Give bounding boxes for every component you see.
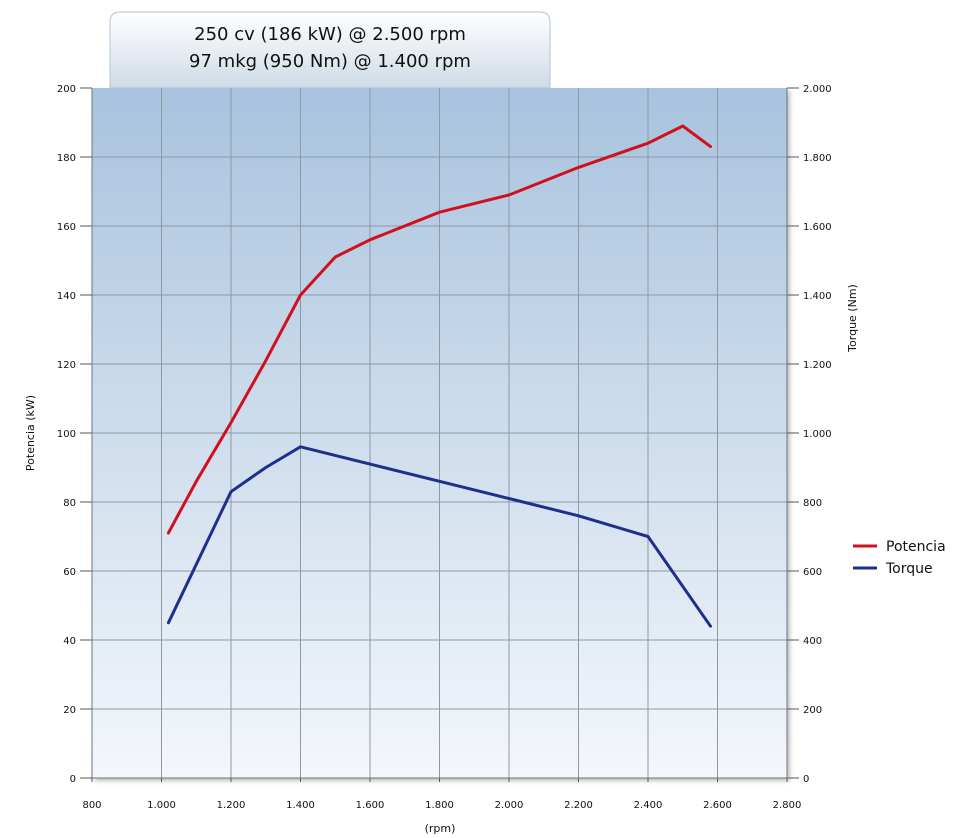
y-tick-label-left: 120: [57, 360, 76, 371]
header-box-shape: [109, 11, 551, 89]
y-tick-label-right: 1.200: [803, 360, 832, 371]
header-box: 250 cv (186 kW) @ 2.500 rpm 97 mkg (950 …: [109, 11, 551, 89]
y-tick-label-left: 200: [57, 84, 76, 95]
x-tick-label: 1.000: [147, 800, 176, 811]
x-tick-label: 1.600: [356, 800, 385, 811]
y-tick-label-right: 1.600: [803, 222, 832, 233]
x-tick-label: 2.200: [564, 800, 593, 811]
legend-label-potencia: Potencia: [886, 539, 946, 555]
y-tick-label-right: 1.000: [803, 429, 832, 440]
y-tick-label-left: 80: [63, 498, 76, 509]
y-tick-label-right: 1.800: [803, 153, 832, 164]
tick-labels: 800 1.000 1.200 1.400 1.600 1.800 2.000 2.200 2.…: [57, 84, 832, 811]
y-tick-label-right: 0: [803, 774, 809, 785]
y-axis-title-left: Potencia (kW): [24, 395, 37, 471]
y-tick-label-left: 60: [63, 567, 76, 578]
y-tick-label-left: 100: [57, 429, 76, 440]
x-tick-label: 2.600: [703, 800, 732, 811]
y-tick-label-left: 160: [57, 222, 76, 233]
legend-label-torque: Torque: [885, 561, 933, 577]
x-tick-label: 1.800: [425, 800, 454, 811]
axes: [80, 87, 799, 782]
x-tick-label: 1.400: [286, 800, 315, 811]
y-tick-label-left: 140: [57, 291, 76, 302]
legend: Potencia Torque: [853, 539, 946, 577]
y-tick-label-right: 2.000: [803, 84, 832, 95]
header-line-1: 250 cv (186 kW) @ 2.500 rpm: [194, 24, 466, 45]
y-tick-label-left: 180: [57, 153, 76, 164]
series-line-potencia: [166, 124, 712, 535]
series-line-torque: [166, 445, 712, 628]
y-tick-label-right: 800: [803, 498, 822, 509]
series-lines: [166, 124, 712, 628]
y-tick-label-right: 400: [803, 636, 822, 647]
y-tick-label-right: 200: [803, 705, 822, 716]
x-axis-title: (rpm): [425, 822, 456, 835]
x-tick-label: 800: [82, 800, 101, 811]
y-tick-label-right: 1.400: [803, 291, 832, 302]
y-axis-title-right: Torque (Nm): [846, 284, 859, 353]
y-tick-label-left: 40: [63, 636, 76, 647]
x-tick-label: 2.800: [773, 800, 802, 811]
x-tick-label: 2.000: [495, 800, 524, 811]
y-tick-label-left: 0: [70, 774, 76, 785]
x-tick-label: 2.400: [634, 800, 663, 811]
y-tick-label-right: 600: [803, 567, 822, 578]
y-tick-label-left: 20: [63, 705, 76, 716]
header-line-2: 97 mkg (950 Nm) @ 1.400 rpm: [189, 51, 471, 72]
x-tick-label: 1.200: [217, 800, 246, 811]
